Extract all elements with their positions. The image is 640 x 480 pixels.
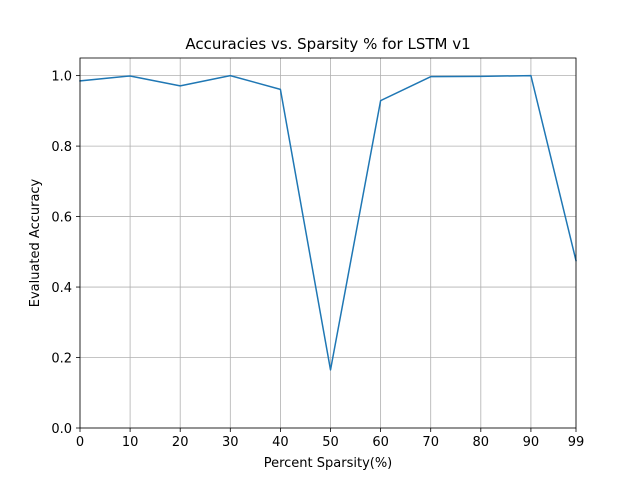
x-tick-label: 10 — [122, 435, 139, 450]
x-tick-label: 70 — [422, 435, 439, 450]
x-axis-title: Percent Sparsity(%) — [264, 456, 393, 471]
y-tick-label: 0.4 — [51, 281, 72, 296]
x-axis: 0 10 20 30 40 50 60 70 80 90 99 — [76, 428, 584, 450]
y-tick-label: 0.8 — [51, 140, 72, 155]
x-tick-label: 0 — [76, 435, 84, 450]
y-axis: 0.0 0.2 0.4 0.6 0.8 1.0 — [51, 70, 80, 437]
series-layer — [79, 74, 577, 371]
x-tick-label: 99 — [568, 435, 585, 450]
x-tick-label: 90 — [523, 435, 540, 450]
plot-frame — [79, 57, 577, 429]
y-tick-label: 0.2 — [51, 352, 72, 367]
x-tick-label: 60 — [372, 435, 389, 450]
x-tick-label: 50 — [322, 435, 339, 450]
x-tick-label: 20 — [172, 435, 189, 450]
y-tick-label: 1.0 — [51, 70, 72, 85]
series-line — [79, 74, 577, 371]
x-tick-label: 40 — [272, 435, 289, 450]
plot-area-background — [80, 58, 576, 428]
y-axis-title: Evaluated Accuracy — [28, 178, 43, 307]
x-tick-label: 80 — [473, 435, 490, 450]
y-tick-label: 0.0 — [51, 422, 72, 437]
chart-title: Accuracies vs. Sparsity % for LSTM v1 — [185, 35, 470, 53]
y-tick-label: 0.6 — [51, 211, 72, 226]
x-tick-label: 30 — [222, 435, 239, 450]
